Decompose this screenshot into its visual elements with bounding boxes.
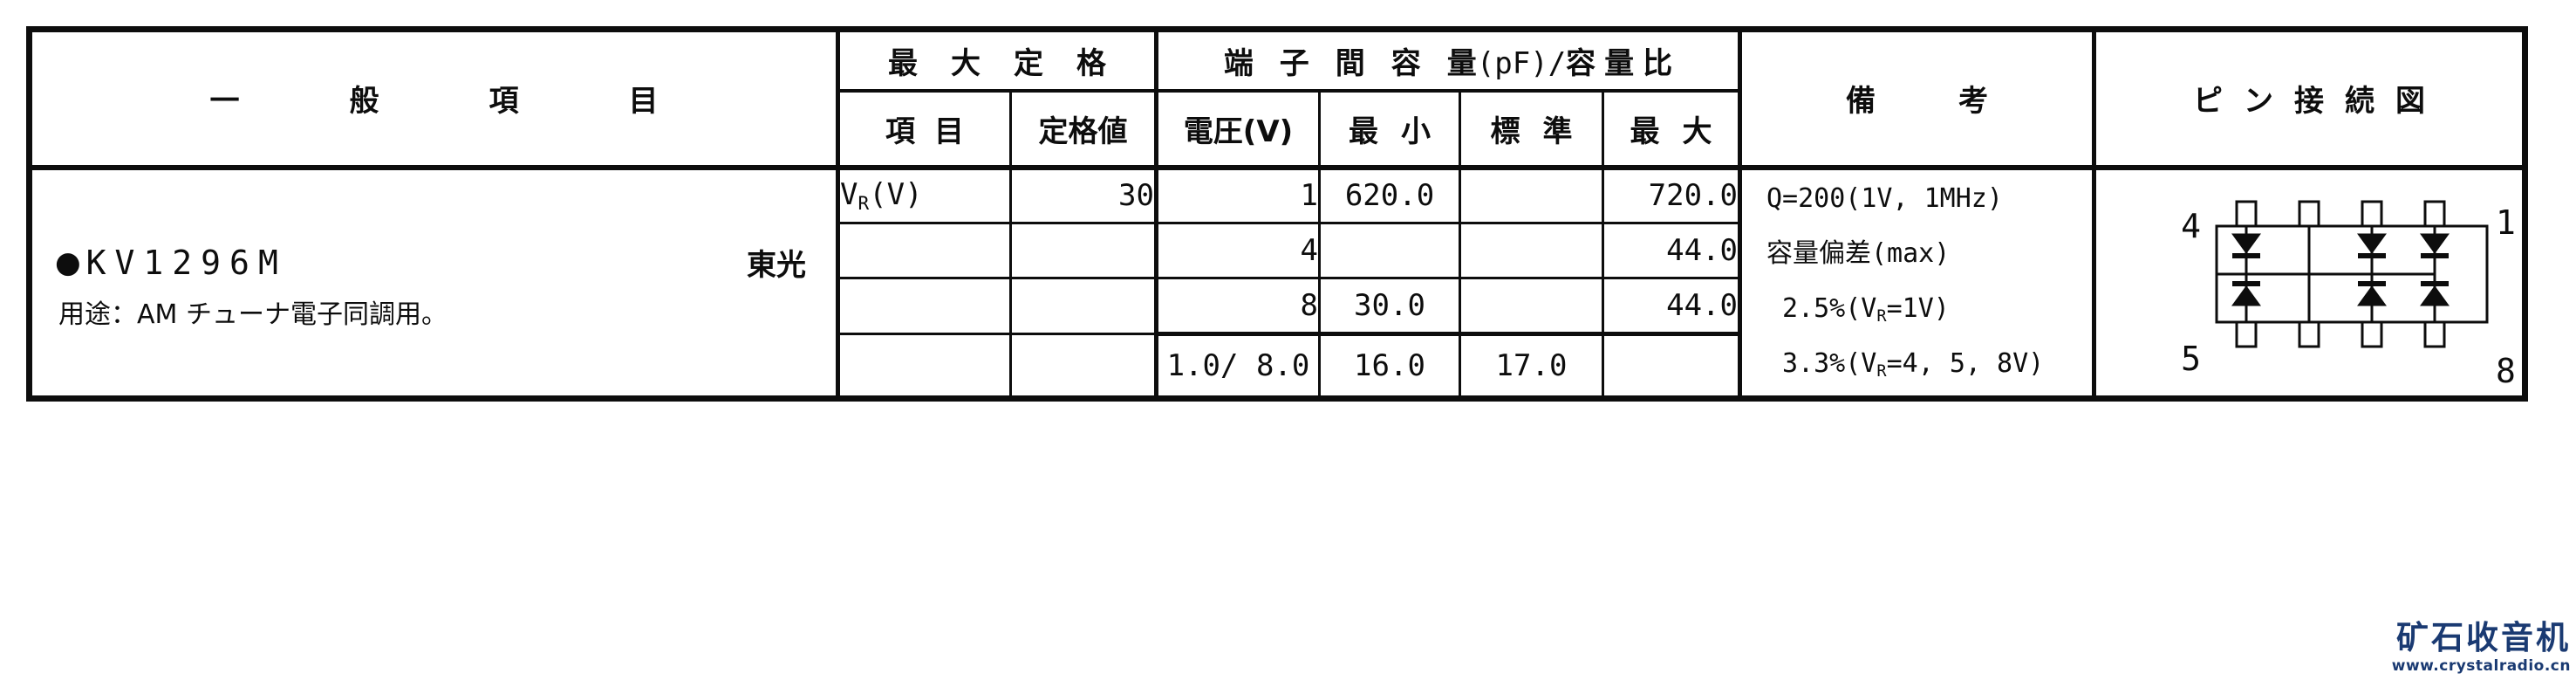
pin-stub [2361,320,2383,348]
voltage-cell: 8 [1155,277,1321,335]
cap-typ-cell: 17.0 [1459,331,1604,401]
pin-stub [2423,200,2446,228]
rated-item-cell [837,221,1012,280]
pin-label-4: 4 [2181,207,2201,245]
subheader-typ: 標準 [1459,89,1604,170]
diode-pair-icon [2357,233,2387,306]
pin-stub [2235,200,2258,228]
rated-value-cell: 30 [1009,166,1158,224]
cap-max-cell: 44.0 [1602,221,1742,280]
pin-label-1: 1 [2496,203,2516,242]
header-capacitance: 端子間容量(pF)/容量比 [1155,28,1742,93]
part-bullet-icon: ● [55,244,81,280]
rated-item-cell [837,277,1012,335]
cap-max-cell [1602,331,1742,401]
remarks-line: Q=200(1V, 1MHz) [1766,182,2003,214]
part-number: KV1296M [85,243,287,282]
pin-stub [2298,320,2320,348]
pin-stub [2298,200,2320,228]
maker-name: 東光 [747,248,806,284]
cap-max-cell: 44.0 [1602,277,1742,335]
watermark: 矿石收音机 www.crystalradio.cn [2392,622,2571,674]
subheader-rated-value: 定格値 [1009,89,1158,170]
pin-stub [2235,320,2258,348]
diode-pair-icon [2231,233,2261,306]
rated-item-cell: VR(V) [837,166,1012,224]
pin-stub [2361,200,2383,228]
header-general-items: 一般項目 [28,28,840,170]
header-pin-diagram: ピン接続図 [2093,28,2526,170]
watermark-logo-text: 矿石收音机 [2396,619,2571,656]
general-item-cell: ● KV1296M 東光 用途：AM チューナ電子同調用。 [28,165,840,401]
pin-connection-diagram: 4 1 5 8 [2181,200,2516,388]
cap-typ-cell [1459,166,1604,224]
datasheet-table-wrap: 一般項目 最大定格 端子間容量(pF)/容量比 備考 ピン接続図 項目 定格値 … [26,26,2528,402]
voltage-cell: 1 [1155,166,1321,224]
subheader-max: 最大 [1602,89,1742,170]
pin-label-8: 8 [2496,352,2516,388]
spec-table: 一般項目 最大定格 端子間容量(pF)/容量比 備考 ピン接続図 項目 定格値 … [26,26,2528,402]
application-text: 用途：AM チューナ電子同調用。 [58,299,448,331]
remarks-line: 3.3%(VR=4, 5, 8V) [1782,348,2045,381]
cap-typ-cell [1459,277,1604,335]
part-number-line: ● KV1296M 東光 [32,241,834,284]
cap-typ-cell [1459,221,1604,280]
pin-label-5: 5 [2181,340,2201,378]
subheader-item: 項目 [837,89,1012,170]
watermark-url: www.crystalradio.cn [2391,657,2571,675]
cap-max-cell: 720.0 [1602,166,1742,224]
rated-value-cell [1009,221,1158,280]
rated-item-cell [837,332,1012,401]
diode-pair-icon [2420,233,2450,306]
rated-value-cell [1009,332,1158,401]
voltage-cell: 4 [1155,221,1321,280]
header-max-rating: 最大定格 [837,28,1158,93]
cap-min-cell [1318,221,1461,280]
rated-value-cell [1009,277,1158,335]
cap-min-cell: 620.0 [1318,166,1461,224]
voltage-cell: 1.0/ 8.0 [1155,331,1321,401]
cap-min-cell: 16.0 [1318,331,1461,401]
remarks-line: 2.5%(VR=1V) [1782,292,1950,326]
pin-stub [2423,320,2446,348]
remarks-line: 容量偏差(max) [1766,237,1951,269]
header-remarks: 備考 [1739,28,2096,170]
header-general-items-label: 一般項目 [209,84,769,120]
remarks-cell: Q=200(1V, 1MHz) 容量偏差(max) 2.5%(VR=1V) 3.… [1739,165,2096,401]
pin-diagram-cell: 4 1 5 8 [2093,165,2526,401]
subheader-min: 最小 [1318,89,1461,170]
cap-min-cell: 30.0 [1318,277,1461,335]
subheader-voltage: 電圧(V) [1155,89,1321,170]
